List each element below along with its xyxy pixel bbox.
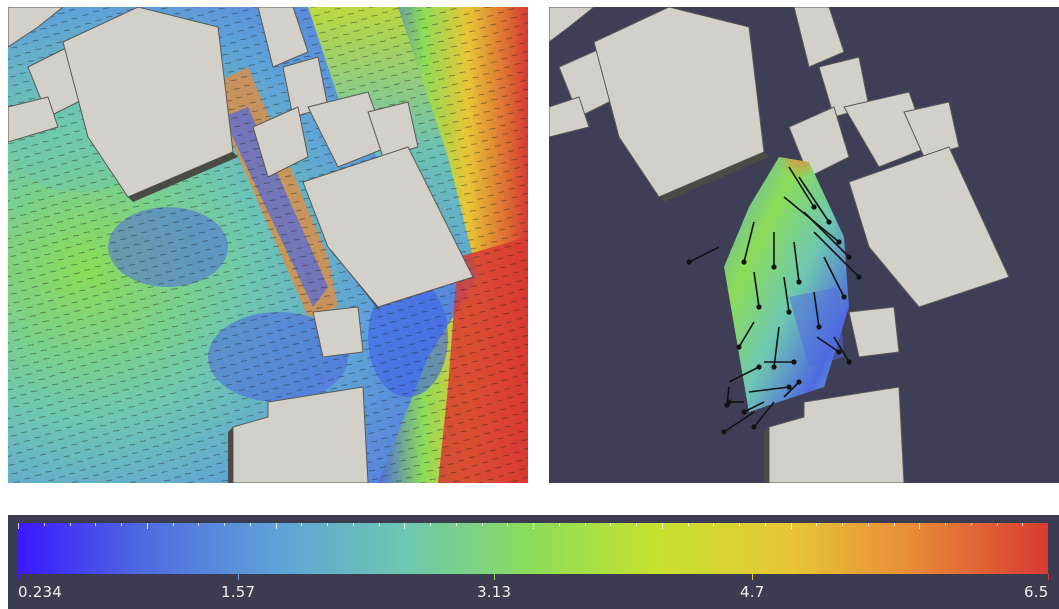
colorbar-tick-mark bbox=[494, 574, 495, 580]
sparse-flow-field-plot bbox=[549, 7, 1059, 483]
colorbar-tick-label: 6.5 bbox=[1024, 583, 1049, 601]
sparse-flow-field-panel bbox=[549, 7, 1059, 483]
velocity-arrows bbox=[686, 166, 862, 435]
dense-flow-field-plot bbox=[8, 7, 528, 483]
colorbar-tick-label: 1.57 bbox=[221, 583, 256, 601]
colorbar-tick-mark bbox=[18, 574, 19, 580]
colorbar-tick-label: 0.234 bbox=[18, 583, 62, 601]
colorbar-gradient bbox=[18, 523, 1048, 574]
colorbar-tick-label: 4.7 bbox=[740, 583, 765, 601]
colorbar-tick-label: 3.13 bbox=[477, 583, 512, 601]
colorbar-tick-mark bbox=[752, 574, 753, 580]
dense-flow-field-panel bbox=[8, 7, 528, 483]
colorbar-tick-mark bbox=[1048, 574, 1049, 580]
colorbar: 0.234 1.57 3.13 4.7 6.5 bbox=[8, 515, 1059, 609]
colorbar-tick-mark bbox=[238, 574, 239, 580]
